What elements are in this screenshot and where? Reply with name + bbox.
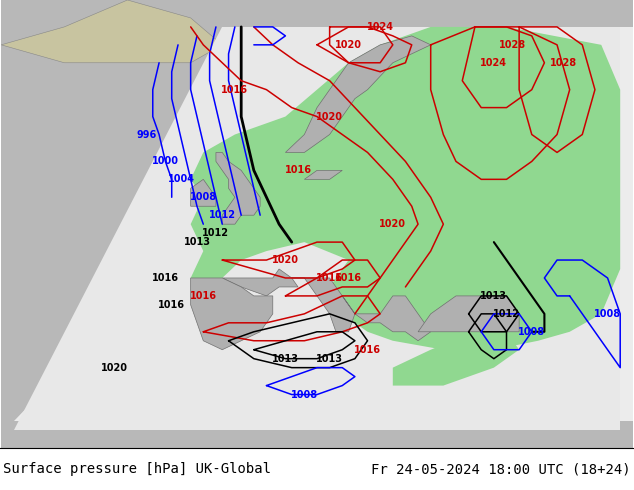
- Polygon shape: [191, 27, 620, 350]
- Polygon shape: [1, 0, 633, 448]
- Text: 1008: 1008: [291, 390, 318, 399]
- Text: 1013: 1013: [272, 354, 299, 364]
- Text: 1000: 1000: [152, 156, 179, 167]
- Text: 1024: 1024: [366, 22, 394, 32]
- Polygon shape: [1, 0, 223, 63]
- Polygon shape: [191, 179, 216, 206]
- Text: 996: 996: [136, 129, 157, 140]
- Text: 1008: 1008: [594, 309, 621, 319]
- Text: Fr 24-05-2024 18:00 UTC (18+24): Fr 24-05-2024 18:00 UTC (18+24): [371, 463, 631, 476]
- Text: 1020: 1020: [379, 219, 406, 229]
- Polygon shape: [1, 0, 633, 448]
- Text: 1008: 1008: [190, 192, 217, 202]
- Text: 1012: 1012: [493, 309, 520, 319]
- Polygon shape: [304, 171, 342, 179]
- Text: 1013: 1013: [481, 291, 507, 301]
- Polygon shape: [342, 296, 430, 341]
- Polygon shape: [292, 278, 355, 332]
- Text: 1016: 1016: [221, 85, 249, 95]
- Text: 1020: 1020: [335, 40, 362, 50]
- Text: 1016: 1016: [285, 165, 311, 175]
- Polygon shape: [393, 332, 519, 386]
- Text: Surface pressure [hPa] UK-Global: Surface pressure [hPa] UK-Global: [3, 463, 271, 476]
- Text: 1013: 1013: [316, 354, 343, 364]
- Polygon shape: [507, 179, 633, 386]
- Polygon shape: [216, 152, 260, 224]
- Polygon shape: [418, 296, 519, 332]
- Polygon shape: [14, 27, 620, 430]
- Text: 1004: 1004: [167, 174, 195, 184]
- Text: 1016: 1016: [335, 273, 362, 283]
- Polygon shape: [191, 278, 273, 350]
- Text: 1016: 1016: [354, 344, 381, 355]
- Polygon shape: [223, 269, 298, 296]
- Text: 1020: 1020: [316, 112, 343, 122]
- Text: 1028: 1028: [550, 58, 577, 68]
- Text: 1016: 1016: [152, 273, 179, 283]
- Text: 1016: 1016: [190, 291, 217, 301]
- Text: 1008: 1008: [518, 327, 545, 337]
- Polygon shape: [14, 27, 633, 421]
- Text: 1028: 1028: [499, 40, 526, 50]
- Text: 1020: 1020: [272, 255, 299, 265]
- Text: 1016: 1016: [158, 300, 185, 310]
- Text: 1016: 1016: [316, 273, 343, 283]
- Polygon shape: [285, 36, 430, 152]
- Text: 1020: 1020: [101, 363, 128, 373]
- Text: 1012: 1012: [209, 210, 236, 220]
- Text: 1013: 1013: [183, 237, 210, 247]
- Text: 1024: 1024: [481, 58, 507, 68]
- Polygon shape: [285, 45, 430, 161]
- Text: 1012: 1012: [202, 228, 230, 238]
